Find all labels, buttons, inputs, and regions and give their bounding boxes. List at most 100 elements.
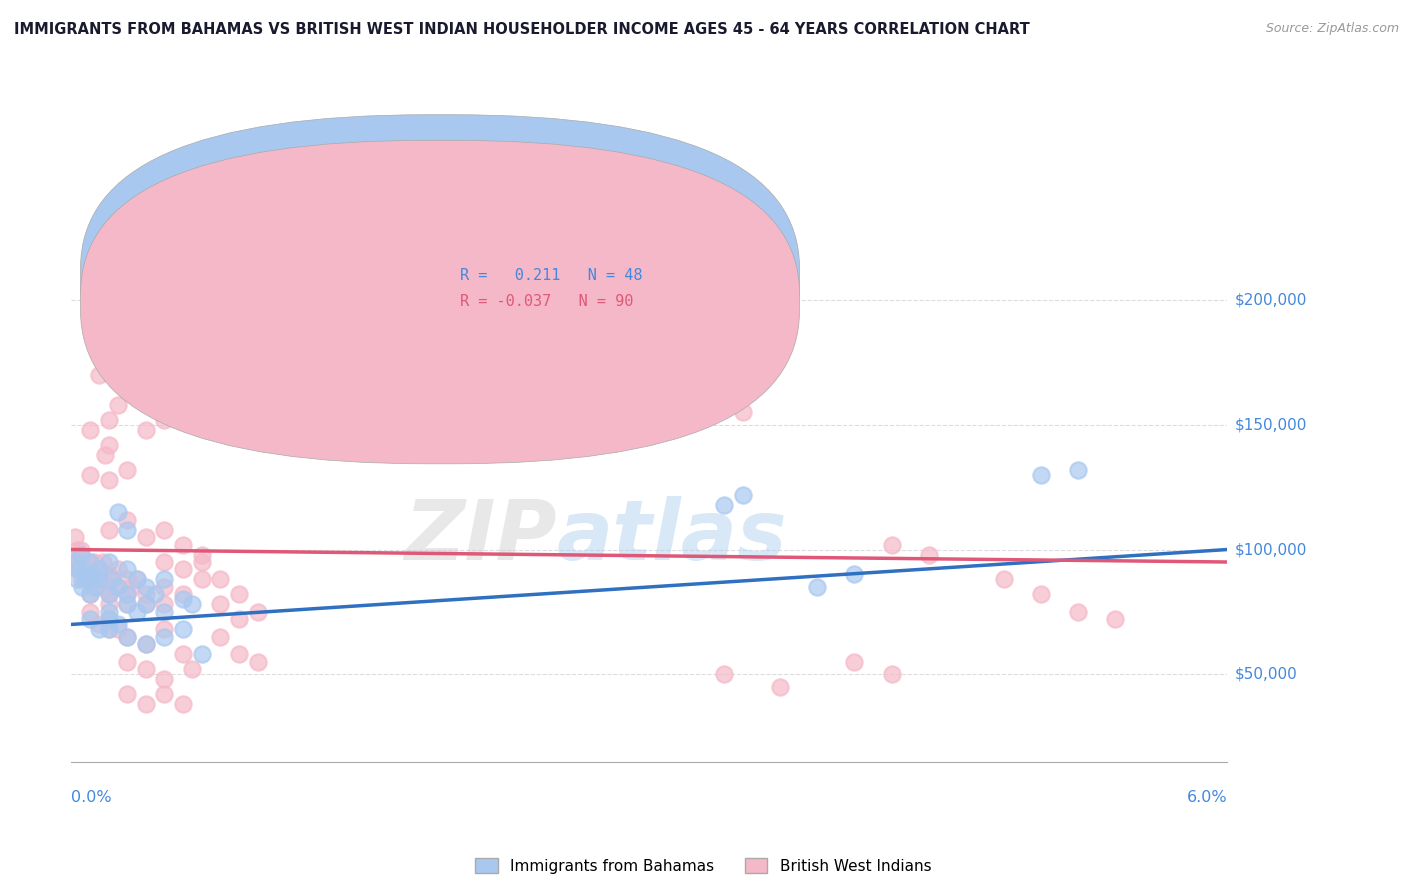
Point: [125, 605, 148, 619]
Point: [115, 598, 138, 612]
FancyBboxPatch shape: [412, 255, 735, 326]
Point: [97, 612, 120, 626]
Point: [153, 598, 176, 612]
Text: $50,000: $50,000: [1234, 667, 1296, 681]
Point: [75, 573, 97, 587]
Point: [107, 562, 129, 576]
Point: [135, 662, 157, 676]
Point: [1104, 612, 1126, 626]
Text: 0.0%: 0.0%: [72, 790, 112, 805]
Point: [79, 555, 101, 569]
Point: [115, 573, 138, 587]
FancyBboxPatch shape: [80, 140, 800, 464]
FancyBboxPatch shape: [80, 115, 800, 438]
Point: [115, 462, 138, 476]
Point: [66, 542, 89, 557]
Point: [97, 598, 120, 612]
Text: R = -0.037   N = 90: R = -0.037 N = 90: [460, 293, 633, 309]
Point: [77, 555, 100, 569]
Point: [67, 562, 90, 576]
Point: [135, 580, 157, 594]
Point: [94, 580, 117, 594]
Point: [731, 405, 754, 419]
Point: [246, 605, 269, 619]
Point: [143, 587, 166, 601]
Point: [135, 637, 157, 651]
Point: [918, 548, 941, 562]
Point: [101, 573, 124, 587]
Point: [153, 673, 176, 687]
Point: [153, 412, 176, 426]
Point: [115, 523, 138, 537]
Point: [115, 630, 138, 644]
Point: [107, 580, 129, 594]
Point: [228, 612, 250, 626]
Point: [79, 587, 101, 601]
Point: [228, 587, 250, 601]
Point: [191, 548, 214, 562]
Point: [191, 648, 214, 662]
Point: [1029, 467, 1052, 482]
Point: [209, 630, 232, 644]
Point: [86, 580, 108, 594]
Point: [97, 473, 120, 487]
Point: [191, 555, 214, 569]
Point: [172, 562, 194, 576]
Point: [63, 548, 86, 562]
Point: [115, 562, 138, 576]
Point: [66, 562, 89, 576]
Point: [153, 580, 176, 594]
Point: [115, 655, 138, 669]
Point: [89, 573, 111, 587]
Point: [67, 555, 90, 569]
Point: [880, 667, 903, 681]
Point: [97, 623, 120, 637]
Text: ZIP: ZIP: [404, 496, 557, 577]
Point: [69, 548, 91, 562]
Text: atlas: atlas: [557, 496, 787, 577]
Point: [97, 555, 120, 569]
Text: Source: ZipAtlas.com: Source: ZipAtlas.com: [1265, 22, 1399, 36]
Point: [120, 580, 142, 594]
Point: [90, 573, 112, 587]
Point: [89, 623, 111, 637]
Text: 6.0%: 6.0%: [1187, 790, 1227, 805]
Text: IMMIGRANTS FROM BAHAMAS VS BRITISH WEST INDIAN HOUSEHOLDER INCOME AGES 45 - 64 Y: IMMIGRANTS FROM BAHAMAS VS BRITISH WEST …: [14, 22, 1029, 37]
Point: [79, 587, 101, 601]
Point: [84, 580, 107, 594]
Point: [153, 523, 176, 537]
Point: [172, 648, 194, 662]
Point: [880, 537, 903, 551]
Point: [993, 573, 1015, 587]
Point: [135, 423, 157, 437]
Text: $100,000: $100,000: [1234, 542, 1306, 557]
Point: [125, 573, 148, 587]
Point: [97, 412, 120, 426]
Point: [79, 423, 101, 437]
Point: [115, 587, 138, 601]
Point: [1067, 605, 1090, 619]
Point: [713, 667, 735, 681]
Point: [66, 573, 89, 587]
Point: [844, 567, 866, 582]
Point: [125, 573, 148, 587]
Point: [209, 598, 232, 612]
Point: [153, 687, 176, 701]
Point: [153, 605, 176, 619]
Point: [181, 662, 204, 676]
Text: $150,000: $150,000: [1234, 417, 1306, 432]
Point: [72, 573, 94, 587]
Point: [1029, 587, 1052, 601]
Point: [97, 623, 120, 637]
Point: [79, 567, 101, 582]
Point: [769, 680, 792, 694]
Point: [104, 580, 127, 594]
Point: [115, 598, 138, 612]
Point: [135, 598, 157, 612]
Point: [69, 542, 91, 557]
Point: [172, 537, 194, 551]
Point: [72, 580, 94, 594]
Point: [97, 587, 120, 601]
Point: [84, 573, 107, 587]
Text: $200,000: $200,000: [1234, 293, 1306, 307]
